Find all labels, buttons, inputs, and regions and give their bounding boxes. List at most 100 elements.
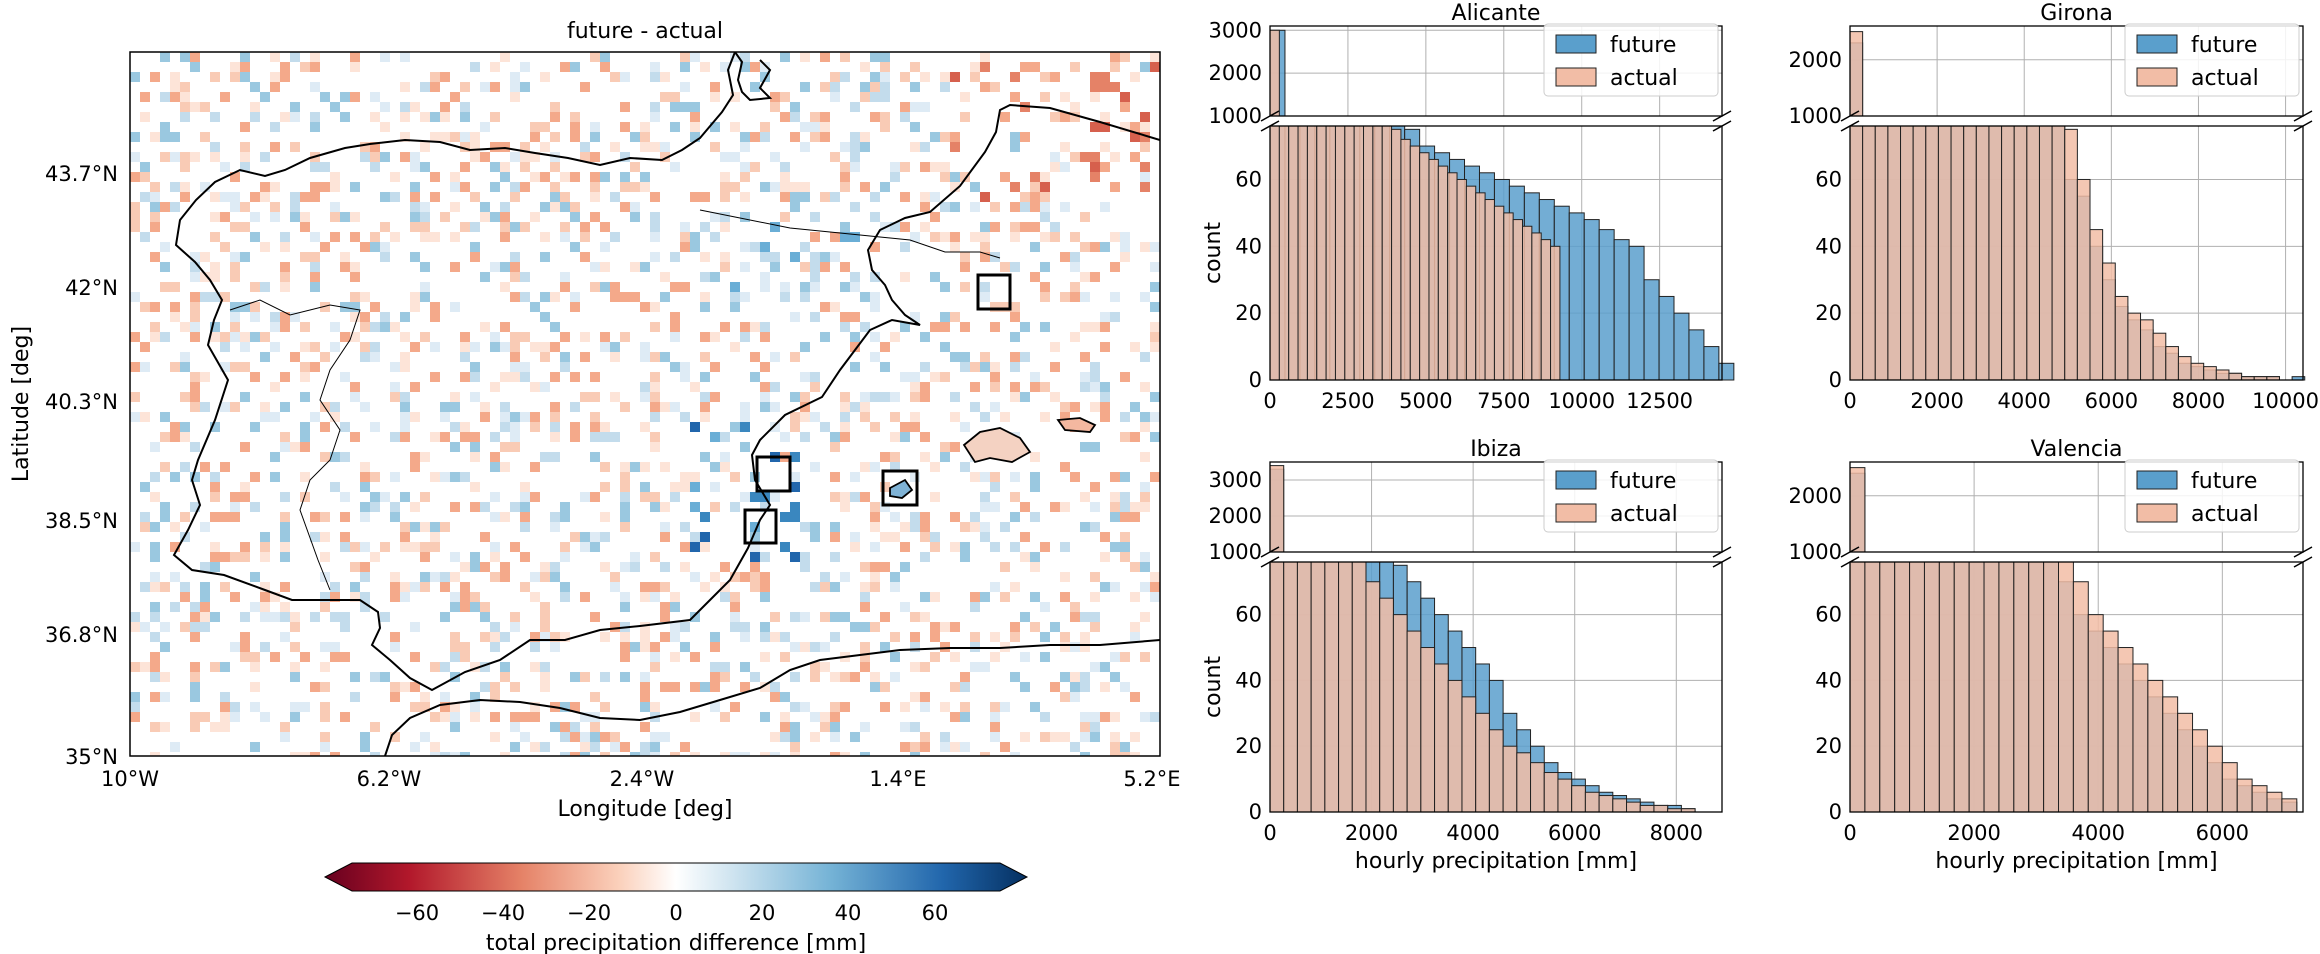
map-cell bbox=[830, 532, 840, 542]
hist-bar-actual bbox=[1887, 125, 1902, 381]
map-cell bbox=[830, 82, 840, 92]
map-cell bbox=[980, 472, 990, 482]
map-cell bbox=[490, 212, 500, 222]
box-valencia[interactable] bbox=[755, 455, 792, 493]
hist-bar-actual bbox=[1862, 125, 1876, 381]
map-cell bbox=[330, 102, 340, 112]
map-cell bbox=[320, 742, 330, 752]
map-cell bbox=[1060, 592, 1070, 602]
hist-bar-actual bbox=[2013, 125, 2028, 381]
map-cell bbox=[1040, 412, 1050, 422]
map-cell bbox=[890, 632, 900, 642]
map-cell bbox=[1070, 292, 1080, 302]
map-cell bbox=[700, 532, 710, 542]
map-cell bbox=[150, 602, 160, 612]
map-cell bbox=[810, 282, 820, 292]
map-cell bbox=[1130, 692, 1140, 702]
map-cell bbox=[330, 582, 340, 592]
map-cell bbox=[660, 72, 670, 82]
map-cell bbox=[940, 162, 950, 172]
map-cell bbox=[530, 462, 540, 472]
map-cell bbox=[240, 142, 250, 152]
map-cell bbox=[150, 212, 160, 222]
box-ibiza[interactable] bbox=[881, 469, 919, 507]
map-cell bbox=[800, 522, 810, 532]
map-cell bbox=[760, 682, 770, 692]
map-cell bbox=[670, 592, 680, 602]
map-cell bbox=[210, 472, 220, 482]
map-cell bbox=[500, 672, 510, 682]
map-cell bbox=[340, 612, 350, 622]
map-cell bbox=[350, 592, 360, 602]
map-cell bbox=[870, 52, 880, 62]
ytick-label: 42°N bbox=[65, 276, 118, 300]
map-cell bbox=[1020, 322, 1030, 332]
map-cell bbox=[360, 742, 370, 752]
xtick-label: 4000 bbox=[1998, 389, 2051, 413]
map-cell bbox=[790, 702, 800, 712]
xtick-label: 5000 bbox=[1399, 389, 1452, 413]
map-cell bbox=[1030, 452, 1040, 462]
box-girona[interactable] bbox=[976, 273, 1012, 311]
map-cell bbox=[1090, 722, 1100, 732]
map-cell bbox=[780, 92, 790, 102]
ytick-label: 20 bbox=[1815, 301, 1842, 325]
map-cell bbox=[240, 122, 250, 132]
map-cell bbox=[240, 222, 250, 232]
map-cell bbox=[610, 742, 620, 752]
map-cell bbox=[660, 92, 670, 102]
map-cell bbox=[550, 632, 560, 642]
map-cell bbox=[690, 192, 700, 202]
box-alicante[interactable] bbox=[743, 508, 778, 545]
map-cell bbox=[630, 292, 640, 302]
map-cell bbox=[680, 222, 690, 232]
map-cell bbox=[630, 132, 640, 142]
hist-bar-future bbox=[1643, 279, 1660, 381]
map-cell bbox=[550, 522, 560, 532]
map-cell bbox=[440, 702, 450, 712]
map-cell bbox=[190, 52, 200, 62]
map-cell bbox=[990, 202, 1000, 212]
map-cell bbox=[140, 192, 150, 202]
map-cell bbox=[390, 502, 400, 512]
map-cell bbox=[930, 132, 940, 142]
map-cell bbox=[1020, 532, 1030, 542]
map-cell bbox=[150, 132, 160, 142]
ytick-label: 1000 bbox=[1209, 540, 1262, 564]
map-cell bbox=[570, 122, 580, 132]
map-cell bbox=[760, 652, 770, 662]
map-cell bbox=[840, 312, 850, 322]
map-cell bbox=[790, 132, 800, 142]
map-cell bbox=[580, 742, 590, 752]
map-cell bbox=[150, 552, 160, 562]
map-cell bbox=[1120, 432, 1130, 442]
map-cell bbox=[750, 162, 760, 172]
map-cell bbox=[470, 562, 480, 572]
map-xlabel: Longitude [deg] bbox=[557, 797, 732, 822]
map-cell bbox=[960, 262, 970, 272]
map-cell bbox=[260, 182, 270, 192]
legend-swatch-actual bbox=[1555, 503, 1597, 523]
map-cell bbox=[710, 82, 720, 92]
map-cell bbox=[870, 82, 880, 92]
map-cell bbox=[670, 332, 680, 342]
map-cell bbox=[460, 182, 470, 192]
map-cell bbox=[270, 122, 280, 132]
map-cell bbox=[560, 512, 570, 522]
map-cell bbox=[730, 92, 740, 102]
map-cell bbox=[950, 242, 960, 252]
map-cell bbox=[730, 592, 740, 602]
map-cell bbox=[1120, 232, 1130, 242]
map-cell bbox=[340, 332, 350, 342]
map-cell bbox=[320, 162, 330, 172]
map-cell bbox=[290, 112, 300, 122]
map-cell bbox=[460, 472, 470, 482]
map-cell bbox=[560, 752, 570, 756]
hist-bar-actual bbox=[2058, 561, 2074, 813]
map-cell bbox=[800, 372, 810, 382]
map-cell bbox=[490, 142, 500, 152]
map-cell bbox=[180, 182, 190, 192]
hist-bar-actual bbox=[1639, 804, 1655, 813]
map-cell bbox=[510, 352, 520, 362]
map-cell bbox=[520, 362, 530, 372]
